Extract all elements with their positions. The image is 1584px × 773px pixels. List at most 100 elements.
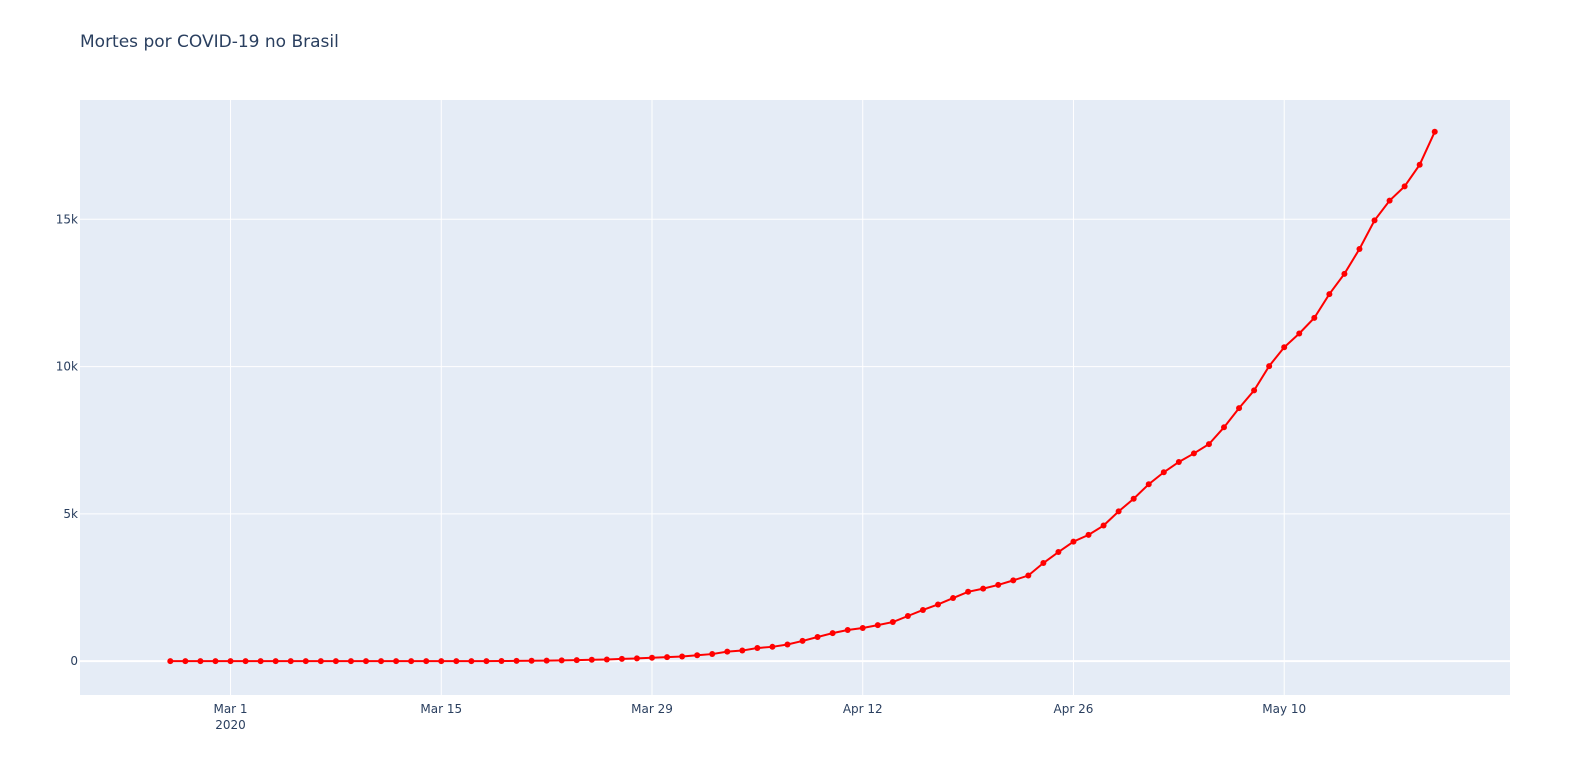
data-point (1175, 458, 1182, 465)
data-point (1115, 508, 1122, 515)
data-point (1055, 549, 1062, 556)
data-point (347, 658, 354, 665)
data-point (257, 658, 264, 665)
data-point (513, 657, 520, 664)
x-tick-label: Apr 26 (1054, 702, 1094, 716)
data-point (317, 658, 324, 665)
data-point (814, 634, 821, 641)
data-point (1341, 270, 1348, 277)
data-point (904, 613, 911, 620)
data-point (453, 658, 460, 665)
data-point (558, 657, 565, 664)
data-point (1386, 197, 1393, 204)
data-point (543, 657, 550, 664)
data-point (1130, 495, 1137, 502)
x-tick-label: Apr 12 (843, 702, 883, 716)
data-point (1266, 363, 1273, 370)
data-point (664, 654, 671, 661)
data-point (1190, 450, 1197, 457)
y-axis-ticks: 0 5k 10k 15k (56, 212, 78, 668)
data-point (287, 658, 294, 665)
x-tick-label: Mar 15 (420, 702, 462, 716)
data-point (995, 581, 1002, 588)
data-point (739, 647, 746, 654)
data-point (754, 645, 761, 652)
plot-area (80, 100, 1510, 695)
data-point (784, 641, 791, 648)
data-point (332, 658, 339, 665)
data-point (980, 585, 987, 592)
data-point (483, 658, 490, 665)
data-point (649, 654, 655, 661)
y-tick-label: 0 (70, 654, 78, 668)
data-point (1311, 314, 1318, 321)
data-point (1236, 405, 1243, 412)
x-tick-label: Mar 1 (213, 702, 247, 716)
data-point (378, 658, 385, 665)
data-point (1070, 538, 1077, 545)
data-point (1040, 560, 1047, 567)
data-point (1100, 522, 1107, 529)
data-point (272, 658, 279, 665)
data-point (874, 622, 881, 629)
data-point (1010, 577, 1017, 584)
data-point (1326, 291, 1333, 298)
data-point (935, 601, 941, 608)
data-point (919, 606, 926, 613)
data-point (423, 658, 430, 665)
data-point (302, 658, 309, 665)
data-point (724, 648, 731, 655)
data-point (709, 651, 716, 658)
x-axis-ticks: Mar 1 2020 Mar 15 Mar 29 Apr 12 Apr 26 May 10 (213, 702, 1306, 732)
data-point (468, 658, 475, 665)
data-point (528, 657, 535, 664)
data-point (393, 658, 400, 665)
data-point (1401, 183, 1408, 190)
data-point (182, 658, 189, 665)
data-point (618, 655, 625, 662)
data-point (603, 656, 610, 663)
x-tick-sublabel: 2020 (215, 718, 246, 732)
data-point (1296, 330, 1303, 337)
data-point (1145, 481, 1152, 488)
data-point (694, 652, 701, 659)
data-point (1085, 531, 1092, 538)
data-point (573, 657, 580, 664)
data-point (1416, 161, 1423, 168)
data-point (679, 653, 686, 660)
data-point (769, 643, 776, 650)
data-point (1281, 344, 1288, 351)
data-point (859, 625, 866, 632)
data-point (408, 658, 415, 665)
data-point (588, 656, 595, 663)
data-point (438, 658, 445, 665)
data-point (197, 658, 204, 665)
x-tick-label: Mar 29 (631, 702, 673, 716)
x-tick-label: May 10 (1262, 702, 1306, 716)
data-point (212, 658, 219, 665)
data-point (950, 595, 957, 602)
y-tick-label: 15k (56, 212, 78, 226)
data-point (498, 658, 505, 665)
data-point (1431, 128, 1438, 135)
data-point (1356, 245, 1363, 252)
data-point (1160, 469, 1167, 476)
y-tick-label: 10k (56, 360, 78, 374)
data-point (242, 658, 249, 665)
data-point (1205, 441, 1212, 448)
data-point (633, 655, 640, 662)
chart-title: Mortes por COVID-19 no Brasil (80, 32, 339, 52)
data-point (799, 637, 806, 644)
data-point (227, 658, 234, 665)
data-point (1221, 424, 1227, 431)
data-point (363, 658, 369, 665)
data-point (889, 619, 896, 626)
data-point (167, 658, 174, 665)
data-point (1251, 387, 1258, 394)
y-tick-label: 5k (63, 507, 78, 521)
data-point (1025, 572, 1032, 579)
data-point (965, 588, 972, 595)
data-point (1371, 217, 1378, 224)
data-point (829, 630, 836, 637)
